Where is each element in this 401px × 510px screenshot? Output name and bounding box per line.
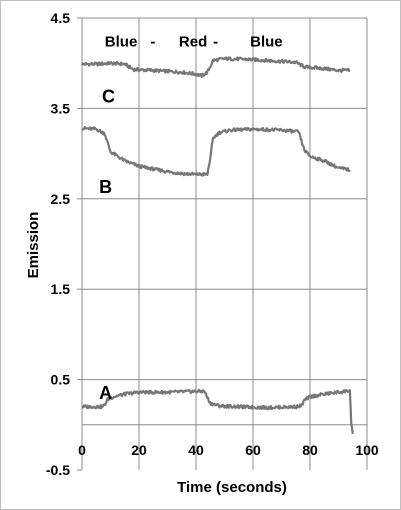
series-line-A <box>81 388 354 434</box>
series-line-C <box>80 56 351 79</box>
x-tick-label: 80 <box>302 442 318 458</box>
x-tick-label: 20 <box>131 442 147 458</box>
annotation-text: Blue <box>250 34 283 51</box>
x-tick-label: 0 <box>78 442 86 458</box>
annotation-text: Red <box>179 34 207 51</box>
series-label-B: B <box>99 177 112 197</box>
x-tick-label: 40 <box>188 442 204 458</box>
y-tick-label: -0.5 <box>46 462 70 478</box>
y-tick-label: 1.5 <box>51 281 71 297</box>
y-tick-label: 4.5 <box>51 10 71 26</box>
x-tick-label: 100 <box>355 442 379 458</box>
series-layer <box>80 56 354 434</box>
y-axis-title: Emission <box>25 212 42 279</box>
series-label-A: A <box>99 383 112 403</box>
x-tick-label: 60 <box>245 442 261 458</box>
grid-lines <box>82 17 368 470</box>
annotation-text: Blue <box>105 34 138 51</box>
series-line-B <box>81 125 351 177</box>
series-label-C: C <box>102 87 115 107</box>
axes: 0 20 40 60 80 100 -0.5 0.5 1.5 2.5 3.5 4.5 <box>46 10 379 478</box>
annotation-text: - <box>150 34 155 51</box>
x-axis-title: Time (seconds) <box>177 479 287 496</box>
y-tick-label: 2.5 <box>51 191 71 207</box>
y-tick-label: 0.5 <box>51 372 71 388</box>
y-tick-label: 3.5 <box>51 100 71 116</box>
annotation-text: - <box>213 34 218 51</box>
